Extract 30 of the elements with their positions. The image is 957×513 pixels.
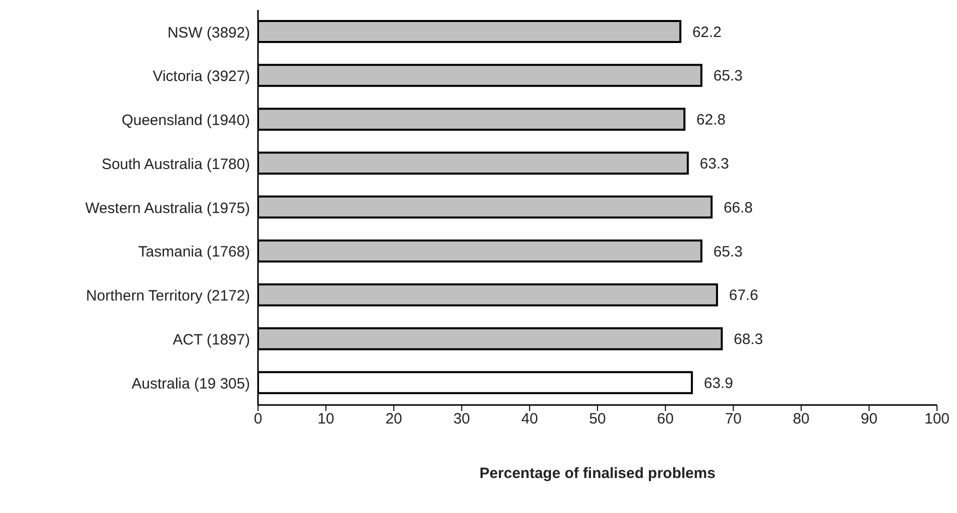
data-label: 63.9 <box>704 374 734 392</box>
x-tick-label: 90 <box>860 410 878 428</box>
data-label: 65.3 <box>713 68 743 85</box>
y-tick-label: ACT (1897) <box>172 331 250 348</box>
x-tick-label: 80 <box>792 410 810 428</box>
data-label: 62.8 <box>696 112 726 129</box>
x-tick-label: 20 <box>385 410 402 428</box>
y-tick-label: South Australia (1780) <box>102 156 250 173</box>
y-tick-label: Queensland (1940) <box>122 112 250 130</box>
x-tick-label: 30 <box>453 410 470 428</box>
x-tick-label: 60 <box>657 410 674 428</box>
x-tick-label: 0 <box>254 410 262 428</box>
x-tick-label: 50 <box>589 410 606 428</box>
x-tick-label: 10 <box>318 410 334 428</box>
x-axis-title: Percentage of finalised problems <box>480 465 716 482</box>
data-label: 65.3 <box>713 243 743 260</box>
data-label: 62.2 <box>692 24 722 41</box>
data-label: 66.8 <box>724 199 753 216</box>
data-label: 68.3 <box>734 331 763 348</box>
y-tick-label: Tasmania (1768) <box>138 244 250 261</box>
x-tick-label: 40 <box>521 410 538 428</box>
y-tick-label: Western Australia (1975) <box>85 200 250 217</box>
y-tick-label: Victoria (3927) <box>152 68 250 86</box>
y-tick-label: Northern Territory (2172) <box>86 288 250 305</box>
data-label: 67.6 <box>729 287 758 304</box>
data-label: 63.3 <box>700 155 730 172</box>
y-tick-label: Australia (19 305) <box>132 375 250 392</box>
x-tick-label: 100 <box>924 410 950 428</box>
x-tick-label: 70 <box>724 410 742 428</box>
y-tick-label: NSW (3892) <box>167 24 250 42</box>
